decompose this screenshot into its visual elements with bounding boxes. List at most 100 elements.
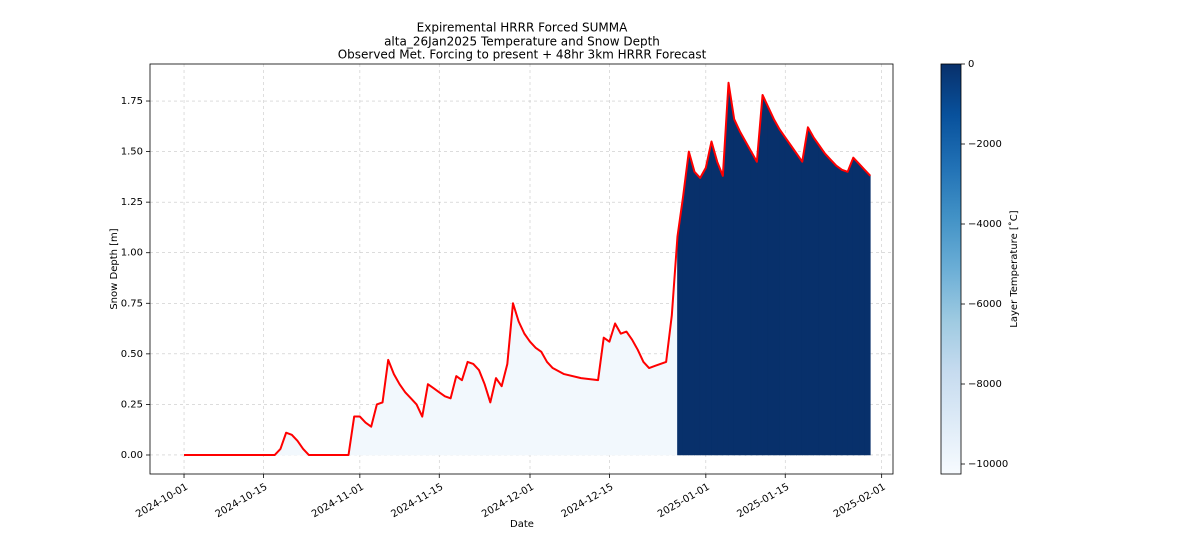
y-tick-label: 1.75: [121, 96, 143, 107]
temperature-fill: [546, 361, 553, 456]
colorbar-tick-label: 0: [968, 59, 974, 70]
temperature-fill: [467, 361, 474, 456]
temperature-fill: [790, 144, 797, 456]
temperature-fill: [660, 361, 667, 456]
temperature-fill: [807, 126, 814, 456]
temperature-fill: [427, 383, 434, 456]
y-tick-label: 1.50: [121, 147, 143, 158]
y-tick-label: 1.25: [121, 197, 143, 208]
chart-subtitle: alta_26Jan2025 Temperature and Snow Dept…: [384, 35, 660, 49]
x-tick-label: 2025-02-01: [832, 482, 888, 521]
temperature-fill: [750, 150, 758, 456]
temperature-fill: [563, 373, 582, 456]
temperature-fill: [626, 330, 633, 456]
temperature-fill: [535, 347, 542, 456]
temperature-fill: [285, 432, 293, 456]
temperature-fill: [716, 161, 724, 456]
temperature-fill: [529, 340, 536, 456]
temperature-fill: [767, 106, 775, 456]
temperature-fill: [399, 383, 406, 456]
y-tick-label: 0.25: [121, 399, 143, 410]
temperature-fill: [438, 391, 446, 456]
temperature-fill: [620, 331, 627, 456]
temperature-fill: [512, 303, 519, 456]
temperature-fill: [410, 397, 417, 456]
temperature-fill: [580, 377, 599, 456]
temperature-fill: [643, 361, 650, 456]
y-tick-label: 0.50: [121, 349, 143, 360]
temperature-fill: [796, 152, 803, 456]
colorbar-label: Layer Temperature [˚C]: [1008, 210, 1020, 327]
temperature-fill: [841, 169, 848, 456]
x-axis-label: Date: [510, 519, 534, 530]
temperature-fill: [444, 395, 451, 456]
temperature-fill: [818, 144, 826, 456]
temperature-fill: [733, 119, 741, 456]
x-tick-label: 2024-10-01: [134, 482, 190, 521]
x-tick-label: 2024-11-15: [389, 482, 445, 521]
temperature-fill: [847, 157, 854, 456]
temperature-fill: [801, 127, 809, 456]
temperature-fill: [694, 171, 701, 456]
chart-title: Expiremental HRRR Forced SUMMA: [417, 21, 628, 35]
colorbar: [940, 63, 962, 475]
y-tick-label: 1.00: [121, 248, 143, 259]
chart-subtitle: Observed Met. Forcing to present + 48hr …: [338, 48, 707, 62]
temperature-fill: [654, 363, 661, 456]
temperature-fill: [495, 377, 502, 456]
temperature-fill: [779, 128, 786, 456]
temperature-fill: [393, 372, 400, 456]
colorbar-tick-label: −8000: [968, 379, 1002, 390]
temperature-fill: [404, 391, 412, 456]
x-tick-label: 2025-01-15: [735, 482, 791, 521]
temperature-fill: [541, 350, 548, 456]
temperature-fill: [455, 375, 463, 456]
temperature-fill: [739, 130, 746, 456]
temperature-fill: [688, 151, 695, 456]
snow-depth-line: [184, 81, 872, 456]
temperature-fill: [552, 367, 565, 456]
temperature-fill: [830, 158, 837, 456]
temperature-fill: [614, 322, 622, 456]
plot-frame: [149, 63, 894, 475]
x-tick-label: 2024-12-15: [560, 482, 616, 521]
temperature-fill: [699, 166, 707, 456]
temperature-fill: [824, 152, 831, 456]
temperature-fill: [705, 141, 712, 456]
colorbar-tick-label: −2000: [968, 139, 1002, 150]
temperature-fill: [518, 321, 525, 456]
temperature-fill: [711, 141, 718, 456]
temperature-fill: [637, 349, 644, 456]
temperature-fill: [864, 169, 871, 456]
colorbar-tick-label: −6000: [968, 299, 1002, 310]
temperature-fill: [433, 387, 440, 456]
temperature-fill: [813, 136, 820, 456]
temperature-fill: [784, 136, 792, 456]
temperature-fill: [472, 363, 480, 456]
y-tick-label: 0.75: [121, 298, 143, 309]
temperature-fill: [631, 338, 639, 456]
temperature-fill: [648, 365, 656, 456]
temperature-fill: [728, 82, 735, 456]
temperature-fill: [852, 156, 860, 456]
temperature-fill: [353, 416, 361, 456]
temperature-fill: [524, 332, 531, 456]
x-tick-label: 2024-11-01: [310, 482, 366, 521]
temperature-fill: [858, 162, 865, 456]
temperature-fill: [835, 165, 843, 456]
temperature-fill: [609, 323, 616, 456]
x-tick-label: 2024-10-15: [214, 482, 270, 521]
temperature-fill: [762, 94, 769, 456]
x-tick-label: 2024-12-01: [480, 482, 536, 521]
temperature-fill: [745, 140, 752, 456]
y-axis-label: Snow Depth [m]: [109, 228, 120, 309]
y-tick-label: 0.00: [121, 450, 143, 461]
colorbar-tick-label: −10000: [968, 459, 1008, 470]
temperature-fill: [376, 401, 383, 456]
temperature-fill: [365, 422, 372, 456]
temperature-fill: [603, 337, 610, 456]
temperature-fill: [773, 118, 780, 456]
colorbar-tick-label: −4000: [968, 219, 1002, 230]
x-tick-label: 2025-01-01: [656, 482, 712, 521]
